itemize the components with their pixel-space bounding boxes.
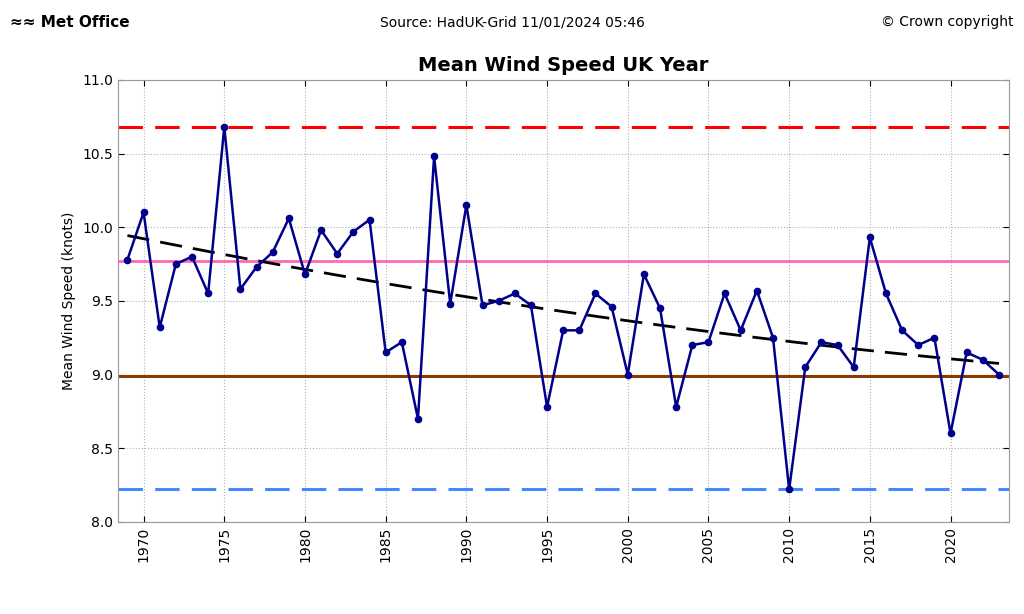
Text: ≈≈ Met Office: ≈≈ Met Office: [10, 15, 130, 30]
Y-axis label: Mean Wind Speed (knots): Mean Wind Speed (knots): [62, 212, 77, 390]
Title: Mean Wind Speed UK Year: Mean Wind Speed UK Year: [418, 56, 709, 76]
Text: © Crown copyright: © Crown copyright: [882, 15, 1014, 29]
Text: Source: HadUK-Grid 11/01/2024 05:46: Source: HadUK-Grid 11/01/2024 05:46: [380, 15, 644, 29]
